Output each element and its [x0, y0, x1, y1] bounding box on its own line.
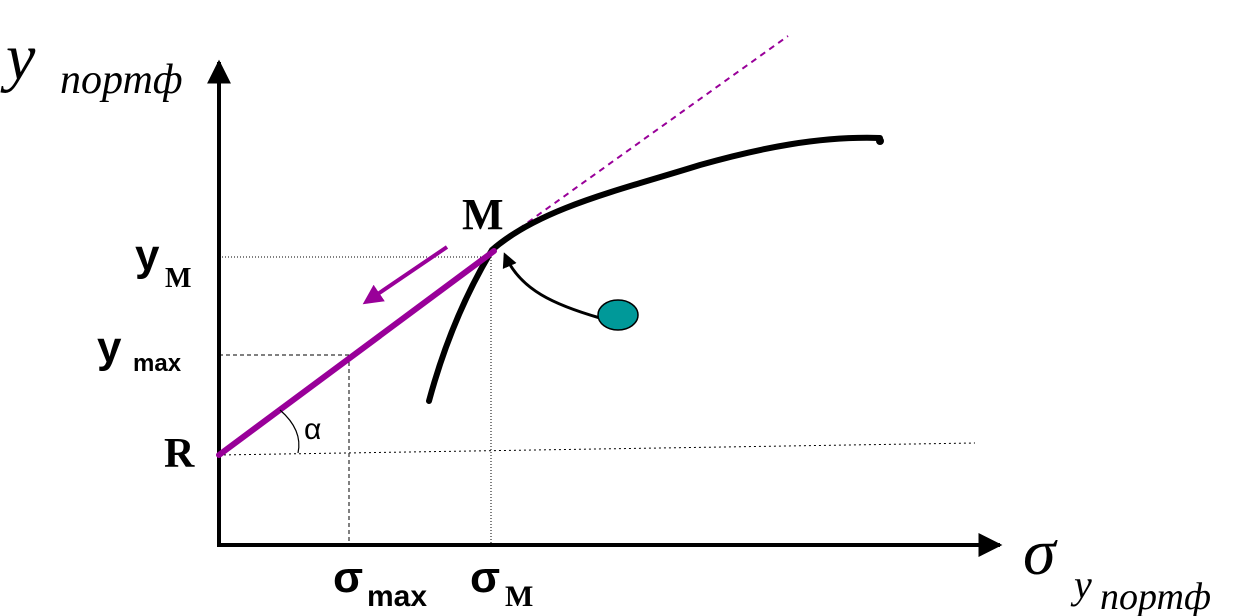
x-axis-label-sub-portf: портф: [1100, 576, 1211, 616]
point-r-label: R: [164, 431, 195, 477]
sigma-max-label-sub: max: [367, 580, 427, 613]
x-axis-label-sub-y: y: [1070, 562, 1092, 607]
y-axis-label-main: y: [0, 21, 36, 94]
cml-extension-line: [491, 35, 789, 249]
angle-arc: [279, 409, 300, 454]
risk-free-level-line: [218, 442, 976, 456]
sigma-max-label-main: σ: [333, 553, 363, 602]
sigma-m-label-sub: M: [505, 580, 533, 613]
y-axis-label-sub: портф: [60, 57, 183, 103]
y-max-label-main: y: [97, 323, 122, 372]
y-m-label-sub: M: [165, 263, 191, 294]
angle-alpha-label: α: [304, 413, 321, 446]
frontier-end-dot: [876, 137, 884, 145]
sigma-m-label-main: σ: [470, 553, 500, 602]
x-axis-label-sigma: σ: [1023, 516, 1058, 589]
point-m-label: M: [462, 190, 504, 239]
curved-arrow-icon: [502, 252, 601, 320]
efficient-frontier-curve: [426, 134, 883, 404]
ellipse-dot-icon: [597, 299, 639, 331]
arrow-down-left-icon: [362, 245, 449, 305]
y-m-label-main: y: [135, 231, 160, 280]
y-max-label-sub: max: [133, 350, 182, 377]
capital-market-line: [216, 248, 497, 458]
